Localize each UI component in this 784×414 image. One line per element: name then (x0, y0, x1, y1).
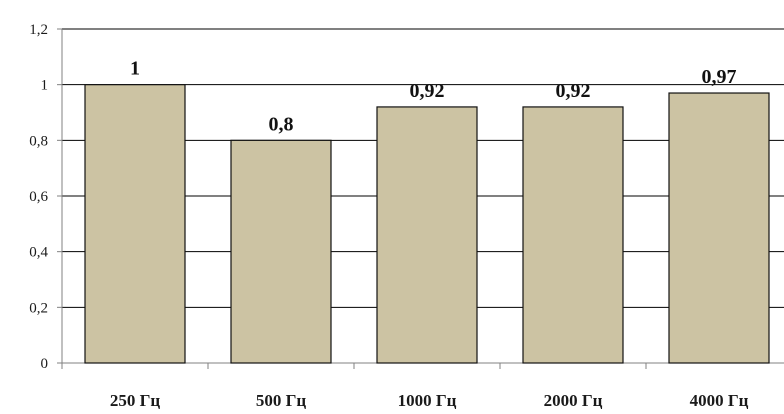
x-tick-label: 500 Гц (256, 391, 307, 410)
y-tick-label: 0,8 (29, 133, 48, 149)
x-tick-label: 1000 Гц (398, 391, 457, 410)
x-tick-label: 2000 Гц (544, 391, 603, 410)
y-tick-label: 0,6 (29, 189, 48, 205)
bar (376, 106, 478, 364)
bar (522, 106, 624, 364)
x-tick-label: 250 Гц (110, 391, 161, 410)
y-tick-label: 0,4 (29, 245, 48, 261)
y-axis-ticks: 0 0,2 0,4 0,6 0,8 1 1,2 (29, 22, 48, 372)
bar (84, 84, 186, 364)
y-tick-label: 1,2 (29, 22, 48, 38)
bar (668, 92, 770, 364)
y-tick-label: 1 (41, 78, 49, 94)
y-tick-label: 0,2 (29, 300, 48, 316)
data-label: 0,92 (556, 80, 591, 102)
data-label: 1 (130, 58, 140, 80)
x-axis-ticks: 250 Гц 500 Гц 1000 Гц 2000 Гц 4000 Гц (110, 391, 749, 410)
bars (84, 84, 770, 364)
data-label: 0,8 (269, 113, 294, 135)
y-tick-label: 0 (41, 356, 49, 372)
bar (230, 139, 332, 364)
data-label: 0,92 (410, 80, 445, 102)
data-labels: 1 0,8 0,92 0,92 0,97 (130, 58, 737, 136)
data-label: 0,97 (702, 66, 737, 88)
x-tick-label: 4000 Гц (690, 391, 749, 410)
